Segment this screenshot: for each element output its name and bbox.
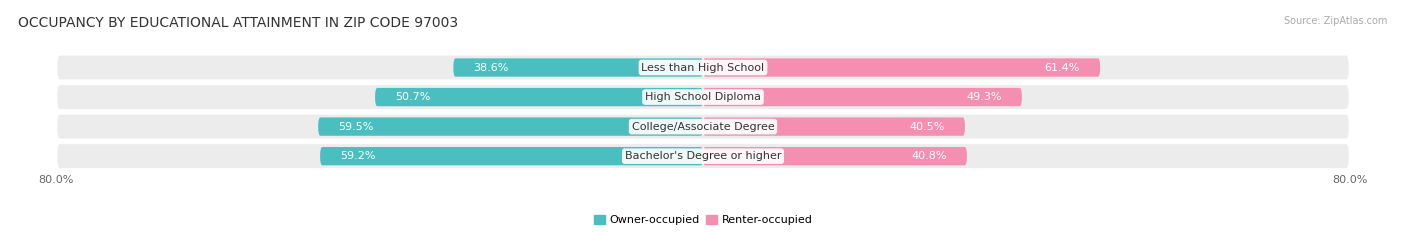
FancyBboxPatch shape: [321, 147, 703, 165]
FancyBboxPatch shape: [703, 58, 1099, 77]
Text: Less than High School: Less than High School: [641, 62, 765, 72]
FancyBboxPatch shape: [56, 114, 1350, 140]
Text: 50.7%: 50.7%: [395, 92, 430, 102]
Text: Source: ZipAtlas.com: Source: ZipAtlas.com: [1284, 16, 1388, 26]
Text: Bachelor's Degree or higher: Bachelor's Degree or higher: [624, 151, 782, 161]
Legend: Owner-occupied, Renter-occupied: Owner-occupied, Renter-occupied: [589, 211, 817, 230]
FancyBboxPatch shape: [703, 117, 965, 136]
FancyBboxPatch shape: [703, 88, 1022, 106]
Text: 61.4%: 61.4%: [1045, 62, 1080, 72]
Text: 38.6%: 38.6%: [474, 62, 509, 72]
FancyBboxPatch shape: [318, 117, 703, 136]
Text: 40.8%: 40.8%: [911, 151, 946, 161]
FancyBboxPatch shape: [375, 88, 703, 106]
Text: OCCUPANCY BY EDUCATIONAL ATTAINMENT IN ZIP CODE 97003: OCCUPANCY BY EDUCATIONAL ATTAINMENT IN Z…: [18, 16, 458, 30]
Text: 40.5%: 40.5%: [910, 122, 945, 132]
FancyBboxPatch shape: [703, 147, 967, 165]
FancyBboxPatch shape: [453, 58, 703, 77]
Text: 59.2%: 59.2%: [340, 151, 375, 161]
Text: 59.5%: 59.5%: [339, 122, 374, 132]
FancyBboxPatch shape: [56, 84, 1350, 110]
Text: College/Associate Degree: College/Associate Degree: [631, 122, 775, 132]
FancyBboxPatch shape: [56, 55, 1350, 81]
Text: 49.3%: 49.3%: [966, 92, 1001, 102]
Text: High School Diploma: High School Diploma: [645, 92, 761, 102]
FancyBboxPatch shape: [56, 143, 1350, 169]
